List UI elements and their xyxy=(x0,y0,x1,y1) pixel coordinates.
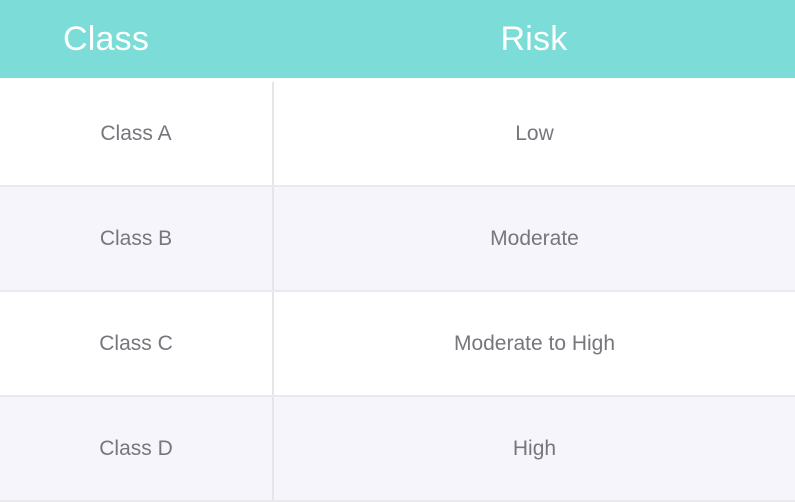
cell-class: Class D xyxy=(0,396,274,502)
table-body: Class A Low Class B Moderate Class C Mod… xyxy=(0,80,795,502)
cell-risk: Moderate xyxy=(273,186,795,292)
cell-risk: Low xyxy=(273,80,795,187)
cell-class: Class A xyxy=(0,80,274,187)
cell-risk: Moderate to High xyxy=(273,291,795,397)
cell-risk: High xyxy=(273,396,795,502)
table-row: Class D High xyxy=(0,396,795,502)
table-row: Class C Moderate to High xyxy=(0,291,795,397)
column-header-class[interactable]: Class xyxy=(0,0,273,80)
table-row: Class B Moderate xyxy=(0,186,795,292)
table-header: Class Risk xyxy=(0,0,795,80)
table-row: Class A Low xyxy=(0,80,795,187)
column-header-risk[interactable]: Risk xyxy=(273,0,795,80)
cell-class: Class B xyxy=(0,186,274,292)
table-header-row: Class Risk xyxy=(0,0,795,80)
cell-class: Class C xyxy=(0,291,274,397)
